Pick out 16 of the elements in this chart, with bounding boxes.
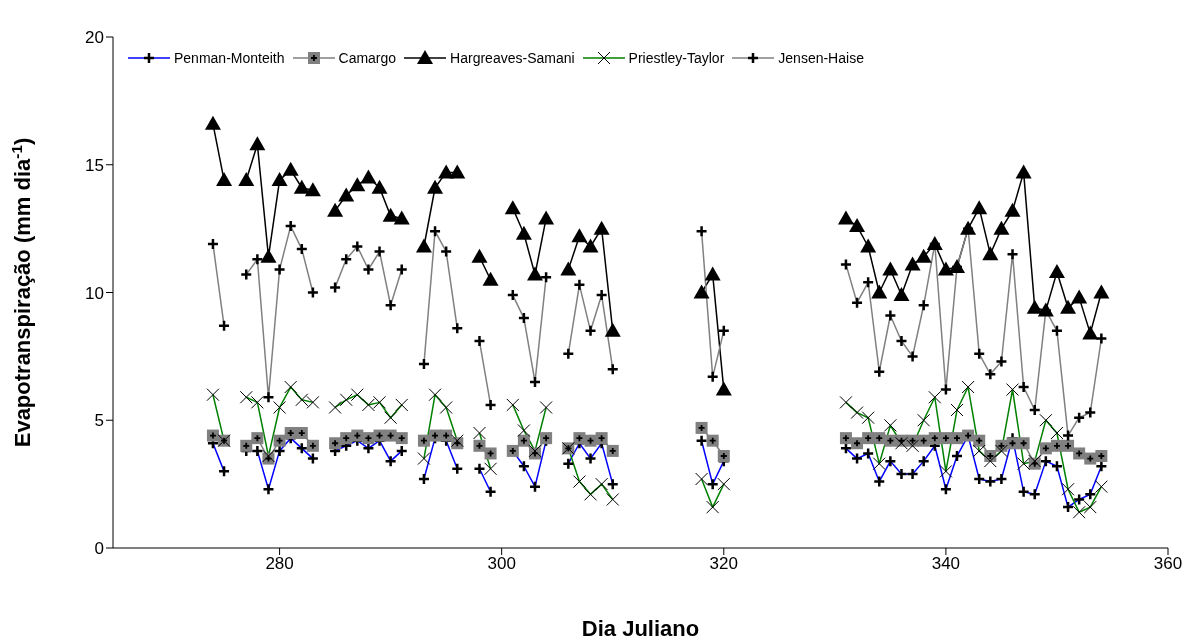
y-tick-label: 0 bbox=[94, 539, 104, 559]
x-tick-label: 360 bbox=[1153, 554, 1183, 574]
legend-label: Priestley-Taylor bbox=[628, 50, 725, 66]
legend-label: Camargo bbox=[338, 50, 397, 66]
legend-label: Penman-Monteith bbox=[174, 50, 285, 66]
x-tick-label: 280 bbox=[265, 554, 294, 574]
y-tick-label: 15 bbox=[85, 155, 104, 175]
x-tick-label: 300 bbox=[487, 554, 516, 574]
y-tick-label: 10 bbox=[85, 283, 104, 303]
legend-label: Jensen-Haise bbox=[778, 50, 864, 66]
x-tick-label: 320 bbox=[709, 554, 738, 574]
x-axis-title: Dia Juliano bbox=[581, 616, 700, 641]
x-tick-label: 340 bbox=[931, 554, 961, 574]
legend-label: Hargreaves-Samani bbox=[450, 50, 575, 66]
y-tick-label: 20 bbox=[85, 28, 104, 48]
y-tick-label: 5 bbox=[94, 411, 104, 431]
